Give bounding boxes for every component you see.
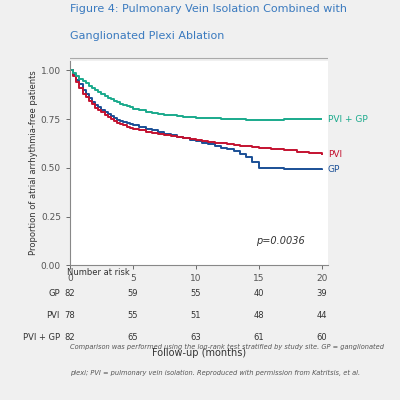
Text: 39: 39 xyxy=(316,289,327,298)
Text: 44: 44 xyxy=(316,311,327,320)
Text: PVI: PVI xyxy=(328,150,342,160)
Text: Comparison was performed using the log-rank test stratified by study site. GP = : Comparison was performed using the log-r… xyxy=(70,344,384,350)
Text: 82: 82 xyxy=(65,289,75,298)
Text: 48: 48 xyxy=(254,311,264,320)
Text: PVI: PVI xyxy=(46,311,60,320)
Text: 55: 55 xyxy=(191,289,201,298)
Text: PVI + GP: PVI + GP xyxy=(328,115,368,124)
Y-axis label: Proportion of atrial arrhythmia-free patients: Proportion of atrial arrhythmia-free pat… xyxy=(29,71,38,255)
Text: PVI + GP: PVI + GP xyxy=(22,333,60,342)
Text: Figure 4: Pulmonary Vein Isolation Combined with: Figure 4: Pulmonary Vein Isolation Combi… xyxy=(70,4,347,14)
Text: GP: GP xyxy=(328,165,340,174)
Text: GP: GP xyxy=(48,289,60,298)
Text: p=0.0036: p=0.0036 xyxy=(256,236,305,246)
Text: 82: 82 xyxy=(65,333,75,342)
Text: 61: 61 xyxy=(254,333,264,342)
Text: 40: 40 xyxy=(254,289,264,298)
Text: Ganglionated Plexi Ablation: Ganglionated Plexi Ablation xyxy=(70,31,224,41)
Text: 55: 55 xyxy=(128,311,138,320)
Text: Number at risk: Number at risk xyxy=(68,268,130,278)
Text: 78: 78 xyxy=(65,311,75,320)
Text: plexi; PVI = pulmonary vein isolation. Reproduced with permission from Katritsis: plexi; PVI = pulmonary vein isolation. R… xyxy=(70,370,360,376)
Text: 60: 60 xyxy=(316,333,327,342)
Text: 63: 63 xyxy=(190,333,201,342)
Text: 65: 65 xyxy=(128,333,138,342)
Text: 51: 51 xyxy=(191,311,201,320)
Text: Follow-up (months): Follow-up (months) xyxy=(152,348,246,358)
Text: 59: 59 xyxy=(128,289,138,298)
